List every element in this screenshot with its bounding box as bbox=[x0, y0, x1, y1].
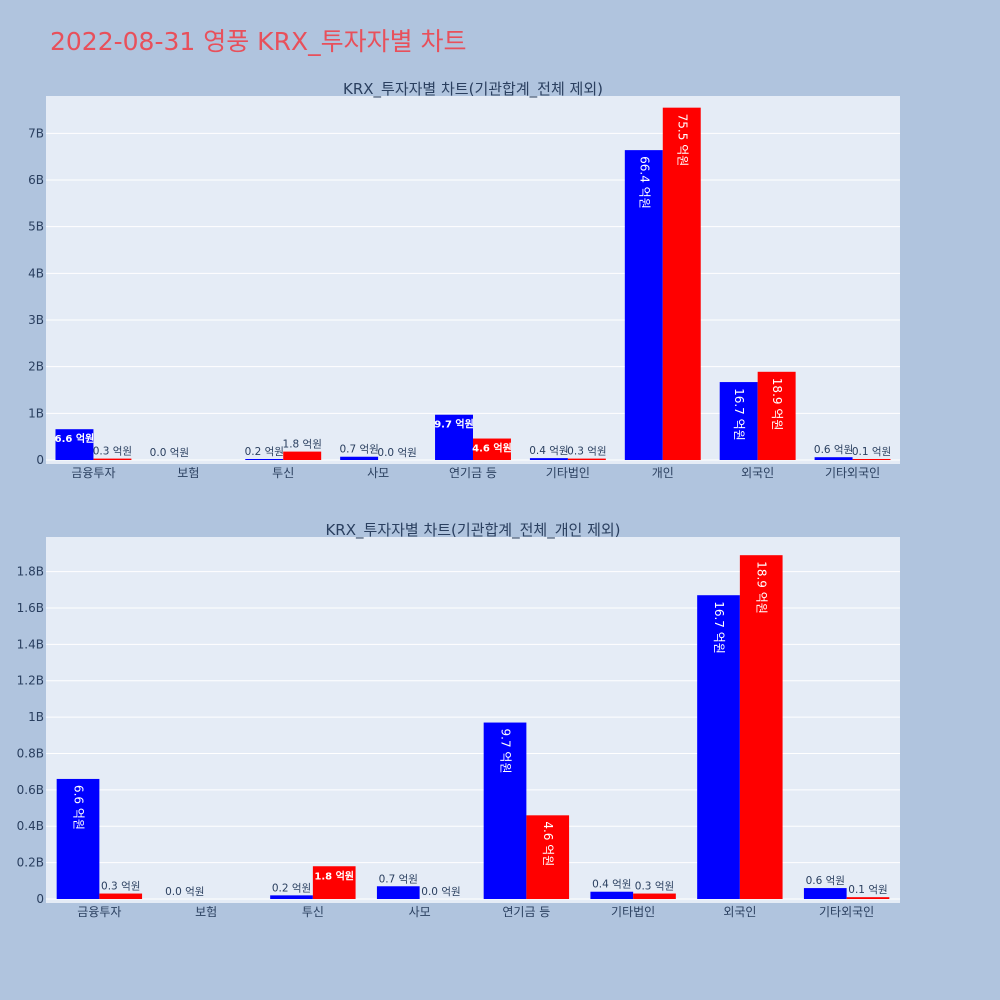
bar bbox=[245, 459, 284, 460]
x-tick-label: 기타외국인 bbox=[825, 466, 880, 480]
x-tick-label: 사모 bbox=[367, 466, 389, 480]
bar bbox=[340, 456, 379, 460]
x-tick-label: 기타법인 bbox=[611, 905, 655, 919]
data-label: 0.0 억원 bbox=[421, 886, 460, 898]
data-label: 0.1 억원 bbox=[848, 884, 887, 896]
bar bbox=[852, 459, 891, 460]
y-tick-label: 5B bbox=[28, 220, 44, 234]
y-tick-label: 1.4B bbox=[17, 637, 44, 651]
bar bbox=[633, 893, 676, 899]
bar bbox=[846, 897, 890, 899]
y-tick-label: 4B bbox=[28, 266, 44, 280]
data-label: 0.4 억원 bbox=[529, 445, 568, 457]
bar bbox=[697, 595, 740, 899]
data-label: 0.3 억원 bbox=[93, 446, 132, 458]
bar bbox=[526, 815, 570, 899]
x-tick-label: 연기금 등 bbox=[449, 466, 497, 480]
data-label: 0.2 억원 bbox=[272, 882, 311, 894]
y-tick-label: 6B bbox=[28, 173, 44, 187]
y-tick-label: 1B bbox=[28, 406, 44, 420]
data-label: 9.7 억원 bbox=[434, 418, 474, 431]
bar bbox=[814, 457, 853, 460]
x-tick-label: 기타법인 bbox=[546, 466, 590, 480]
bar bbox=[529, 458, 568, 460]
x-tick-label: 투신 bbox=[302, 905, 324, 919]
y-tick-label: 2B bbox=[28, 360, 44, 374]
data-label: 0.6 억원 bbox=[806, 875, 845, 887]
bar bbox=[56, 778, 100, 899]
data-label: 9.7 억원 bbox=[499, 729, 513, 774]
bar bbox=[312, 866, 356, 899]
y-tick-label: 1.8B bbox=[17, 565, 44, 579]
data-label: 6.6 억원 bbox=[72, 785, 86, 830]
data-label: 0.6 억원 bbox=[814, 444, 853, 456]
x-tick-label: 외국인 bbox=[741, 466, 774, 480]
bar bbox=[93, 458, 132, 460]
x-tick-label: 보험 bbox=[195, 905, 217, 919]
data-label: 4.6 억원 bbox=[541, 821, 555, 866]
data-label: 1.8 억원 bbox=[314, 869, 354, 882]
bar bbox=[803, 888, 847, 899]
x-tick-label: 연기금 등 bbox=[502, 905, 550, 919]
x-tick-label: 사모 bbox=[409, 905, 431, 919]
bar bbox=[719, 382, 758, 460]
bar bbox=[376, 886, 420, 899]
bar bbox=[567, 458, 606, 460]
data-label: 0.0 억원 bbox=[150, 447, 189, 459]
y-tick-label: 0 bbox=[36, 453, 44, 467]
data-label: 0.3 억원 bbox=[567, 446, 606, 458]
bar bbox=[590, 891, 634, 899]
chart-title: KRX_투자자별 차트(기관합계_전체 제외) bbox=[343, 80, 603, 99]
bar bbox=[662, 107, 701, 461]
chart-title: KRX_투자자별 차트(기관합계_전체_개인 제외) bbox=[325, 521, 620, 540]
data-label: 18.9 억원 bbox=[770, 378, 784, 431]
data-label: 66.4 억원 bbox=[637, 156, 651, 209]
data-label: 0.7 억원 bbox=[379, 873, 418, 885]
data-label: 0.2 억원 bbox=[245, 446, 284, 458]
data-label: 0.3 억원 bbox=[635, 881, 674, 893]
x-tick-label: 금융투자 bbox=[77, 905, 121, 919]
y-tick-label: 0 bbox=[36, 892, 44, 906]
x-tick-label: 기타외국인 bbox=[819, 905, 874, 919]
bar bbox=[270, 895, 313, 899]
data-label: 0.3 억원 bbox=[101, 881, 140, 893]
data-label: 0.0 억원 bbox=[165, 886, 204, 898]
bar bbox=[473, 438, 511, 460]
bar bbox=[483, 722, 527, 899]
y-tick-label: 1.6B bbox=[17, 601, 44, 615]
page-title: 2022-08-31 영풍 KRX_투자자별 차트 bbox=[50, 27, 467, 56]
y-tick-label: 0.8B bbox=[17, 746, 44, 760]
x-tick-label: 보험 bbox=[177, 466, 199, 480]
data-label: 6.6 억원 bbox=[55, 432, 95, 445]
x-tick-label: 개인 bbox=[652, 466, 674, 480]
data-label: 0.7 억원 bbox=[339, 444, 378, 456]
data-label: 0.4 억원 bbox=[592, 879, 631, 891]
data-label: 4.6 억원 bbox=[472, 442, 512, 455]
x-tick-label: 외국인 bbox=[723, 905, 756, 919]
y-tick-label: 1.2B bbox=[17, 674, 44, 688]
y-tick-label: 0.2B bbox=[17, 856, 44, 870]
bar bbox=[99, 893, 143, 899]
data-label: 16.7 억원 bbox=[712, 601, 726, 654]
y-tick-label: 3B bbox=[28, 313, 44, 327]
data-label: 18.9 억원 bbox=[755, 561, 769, 614]
y-tick-label: 0.4B bbox=[17, 819, 44, 833]
data-label: 0.1 억원 bbox=[852, 446, 891, 458]
y-tick-label: 7B bbox=[28, 126, 44, 140]
data-label: 0.0 억원 bbox=[377, 447, 416, 459]
y-tick-label: 1B bbox=[28, 710, 44, 724]
bar bbox=[55, 429, 94, 460]
bar bbox=[624, 150, 663, 460]
data-label: 75.5 억원 bbox=[675, 114, 689, 167]
bar bbox=[739, 555, 783, 899]
bar bbox=[757, 371, 796, 460]
x-tick-label: 투신 bbox=[272, 466, 294, 480]
bar bbox=[435, 414, 473, 460]
data-label: 1.8 억원 bbox=[283, 439, 322, 451]
bar bbox=[283, 451, 322, 460]
data-label: 16.7 억원 bbox=[732, 388, 746, 441]
x-tick-label: 금융투자 bbox=[71, 466, 115, 480]
y-tick-label: 0.6B bbox=[17, 783, 44, 797]
